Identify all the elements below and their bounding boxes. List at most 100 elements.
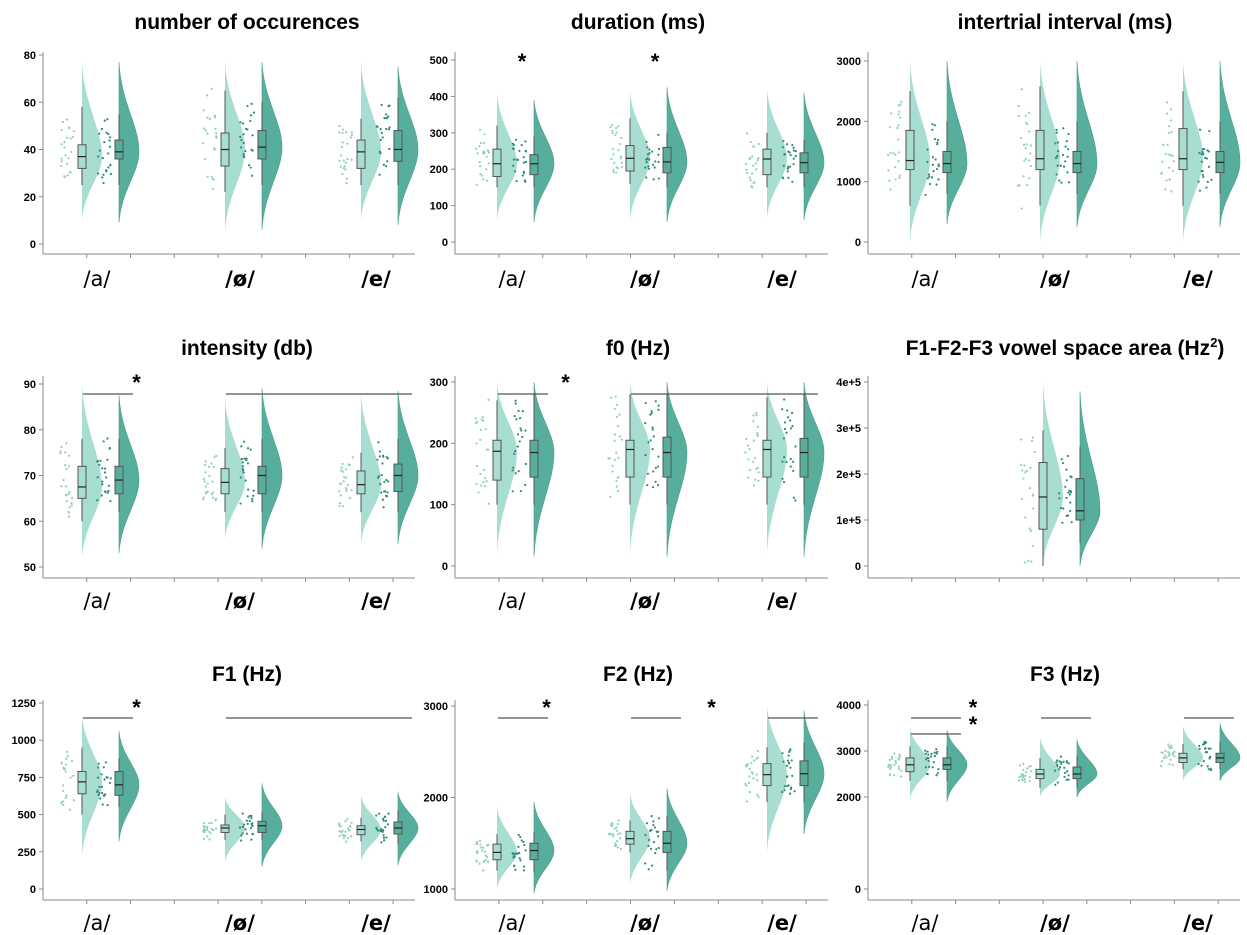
data-point xyxy=(524,160,528,164)
data-point xyxy=(1171,154,1174,157)
data-point xyxy=(926,160,929,164)
data-point xyxy=(1164,750,1167,753)
data-point xyxy=(787,176,790,179)
data-point xyxy=(1031,436,1034,439)
significance-star: * xyxy=(132,695,141,720)
data-point xyxy=(384,165,388,168)
data-point xyxy=(1022,477,1025,480)
data-point xyxy=(475,482,478,486)
data-point xyxy=(1165,101,1169,104)
data-point xyxy=(70,504,73,507)
category-label: /ø/ xyxy=(1040,267,1070,291)
data-point xyxy=(483,850,486,853)
data-point xyxy=(514,402,517,405)
data-point xyxy=(65,757,68,760)
data-point xyxy=(244,479,247,482)
data-point xyxy=(1171,169,1175,172)
significance-star: * xyxy=(518,49,527,74)
data-point xyxy=(613,827,616,830)
data-point xyxy=(1054,156,1058,160)
data-point xyxy=(380,491,383,494)
data-point xyxy=(897,138,900,141)
data-point xyxy=(927,759,930,763)
data-point xyxy=(98,149,101,152)
data-point xyxy=(241,122,245,125)
panel-title: number of occurences xyxy=(134,11,359,34)
data-point xyxy=(346,157,349,161)
data-point xyxy=(785,143,789,146)
data-point xyxy=(790,411,794,414)
data-point xyxy=(1029,765,1032,768)
data-point xyxy=(349,835,353,838)
data-point xyxy=(936,143,939,146)
significance-star: * xyxy=(969,695,978,720)
data-point xyxy=(106,437,109,440)
data-point xyxy=(67,510,70,513)
data-point xyxy=(1028,775,1032,779)
data-point xyxy=(251,833,254,836)
data-point xyxy=(384,494,388,497)
data-point xyxy=(208,838,211,841)
data-point xyxy=(657,846,660,850)
data-point xyxy=(781,146,784,149)
data-point xyxy=(651,864,654,867)
data-point xyxy=(388,126,391,129)
data-point xyxy=(613,439,616,442)
data-point xyxy=(616,490,619,493)
data-point xyxy=(644,862,647,865)
data-point xyxy=(1067,778,1070,781)
data-point xyxy=(344,168,347,171)
data-point xyxy=(1024,157,1027,160)
data-point xyxy=(243,457,246,460)
data-point xyxy=(382,836,386,839)
data-point xyxy=(1022,762,1025,765)
data-point xyxy=(105,131,108,134)
data-point xyxy=(1209,767,1212,770)
data-point xyxy=(240,834,243,837)
data-point xyxy=(781,752,784,755)
data-point xyxy=(72,130,75,133)
data-point xyxy=(245,832,249,835)
data-point xyxy=(382,506,385,509)
violin-dark xyxy=(118,395,140,554)
data-point xyxy=(1023,464,1026,467)
category-label: /a/ xyxy=(83,911,111,935)
data-point xyxy=(746,171,749,175)
data-point xyxy=(68,506,71,509)
data-point xyxy=(654,160,657,163)
data-point xyxy=(898,753,901,756)
data-point xyxy=(1029,144,1033,147)
data-point xyxy=(522,865,526,868)
data-point xyxy=(781,460,784,463)
data-point xyxy=(781,790,784,794)
data-point xyxy=(620,161,624,164)
data-point xyxy=(519,489,522,493)
data-point xyxy=(1024,114,1028,117)
data-point xyxy=(783,427,787,431)
data-point xyxy=(651,426,654,429)
data-point xyxy=(108,781,112,785)
data-point xyxy=(478,862,481,865)
panel-2: duration (ms) 0 100 200 300 400 500/a/ /ø/ /e/ * * xyxy=(430,11,828,291)
data-point xyxy=(98,785,101,789)
data-point xyxy=(514,472,517,475)
violin-light xyxy=(630,792,650,885)
data-point xyxy=(1024,516,1027,519)
data-point xyxy=(927,753,930,756)
data-point xyxy=(1200,170,1203,173)
data-point xyxy=(897,124,900,127)
data-point xyxy=(757,157,760,160)
data-point xyxy=(60,128,63,132)
data-point xyxy=(475,464,479,468)
data-point xyxy=(60,762,64,765)
data-point xyxy=(657,147,661,151)
data-point xyxy=(487,151,491,154)
data-point xyxy=(206,116,209,119)
data-point xyxy=(103,471,107,474)
data-point xyxy=(1030,560,1033,563)
data-point xyxy=(514,449,517,453)
data-point xyxy=(202,829,205,833)
data-point xyxy=(783,789,786,792)
data-point xyxy=(1172,160,1175,163)
data-point xyxy=(652,435,655,438)
